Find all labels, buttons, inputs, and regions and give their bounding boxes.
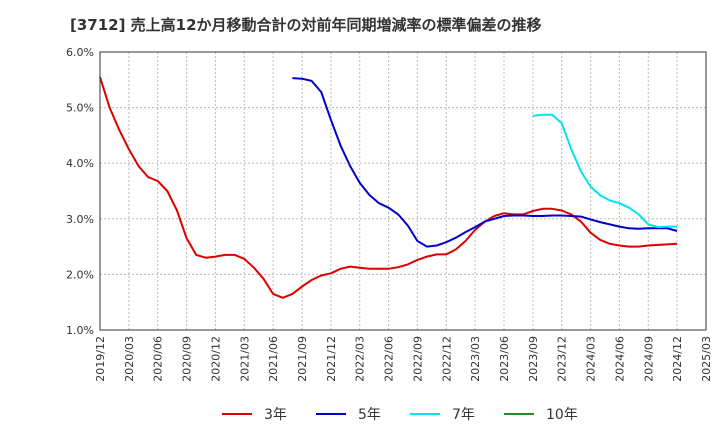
legend-label: 3年 [264, 407, 287, 423]
x-tick-label: 2023/09 [527, 336, 540, 382]
y-tick-label: 4.0% [66, 157, 94, 170]
x-tick-label: 2021/06 [267, 336, 280, 382]
x-tick-label: 2024/09 [642, 336, 655, 382]
x-tick-label: 2021/09 [296, 336, 309, 382]
x-tick-label: 2024/06 [613, 336, 626, 382]
x-tick-label: 2022/03 [354, 336, 367, 382]
x-tick-label: 2025/03 [700, 336, 713, 382]
series-line-3年 [99, 76, 678, 299]
x-tick-label: 2020/06 [152, 336, 165, 382]
x-tick-label: 2020/12 [209, 336, 222, 382]
x-tick-label: 2024/03 [585, 336, 598, 382]
x-tick-label: 2019/12 [94, 336, 107, 382]
x-tick-label: 2023/03 [469, 336, 482, 382]
x-axis: 2019/12 2020/03 2020/06 2020/09 2020/12 2021/… [94, 336, 713, 382]
legend: 3年 5年 7年 10年 [222, 407, 578, 423]
plot-frame [99, 51, 707, 331]
series-group [99, 76, 678, 299]
x-tick-label: 2022/12 [440, 336, 453, 382]
legend-label: 5年 [358, 407, 381, 423]
y-tick-label: 6.0% [66, 46, 94, 59]
x-tick-label: 2023/12 [556, 336, 569, 382]
series-line-5年 [292, 77, 678, 248]
x-tick-label: 2021/12 [325, 336, 338, 382]
x-tick-label: 2020/03 [123, 336, 136, 382]
y-axis: 1.0% 2.0% 3.0% 4.0% 5.0% 6.0% [66, 46, 94, 337]
x-tick-label: 2022/09 [411, 336, 424, 382]
legend-label: 7年 [452, 407, 475, 423]
series-line-7年 [532, 113, 678, 229]
x-tick-label: 2020/09 [181, 336, 194, 382]
y-tick-label: 1.0% [66, 324, 94, 337]
legend-label: 10年 [546, 407, 578, 423]
y-tick-label: 3.0% [66, 213, 94, 226]
chart-title: [3712] 売上高12か月移動合計の対前年同期増減率の標準偏差の推移 [70, 16, 542, 34]
y-tick-label: 2.0% [66, 268, 94, 281]
x-tick-label: 2023/06 [498, 336, 511, 382]
x-tick-label: 2021/03 [238, 336, 251, 382]
y-tick-label: 5.0% [66, 102, 94, 115]
x-tick-label: 2024/12 [671, 336, 684, 382]
x-tick-label: 2022/06 [383, 336, 396, 382]
grid [99, 51, 707, 331]
